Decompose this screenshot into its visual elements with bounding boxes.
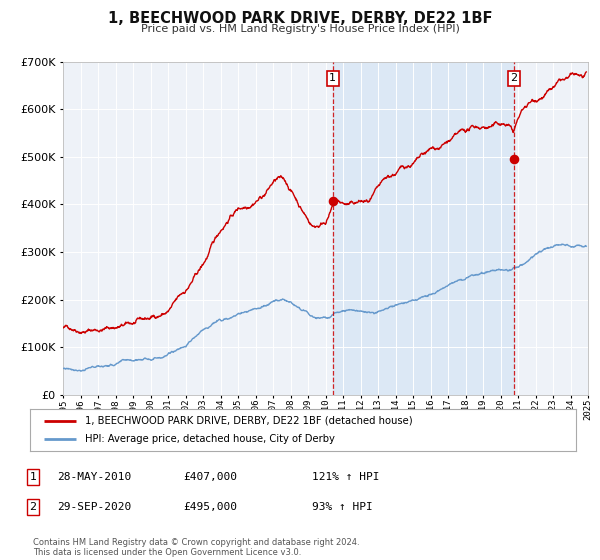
Text: 93% ↑ HPI: 93% ↑ HPI bbox=[312, 502, 373, 512]
Text: 2: 2 bbox=[29, 502, 37, 512]
Text: 1: 1 bbox=[329, 73, 336, 83]
Text: 29-SEP-2020: 29-SEP-2020 bbox=[57, 502, 131, 512]
Text: 28-MAY-2010: 28-MAY-2010 bbox=[57, 472, 131, 482]
Text: 1: 1 bbox=[29, 472, 37, 482]
Point bbox=[509, 155, 518, 164]
Text: 121% ↑ HPI: 121% ↑ HPI bbox=[312, 472, 380, 482]
Text: HPI: Average price, detached house, City of Derby: HPI: Average price, detached house, City… bbox=[85, 434, 334, 444]
Text: Contains HM Land Registry data © Crown copyright and database right 2024.
This d: Contains HM Land Registry data © Crown c… bbox=[33, 538, 359, 557]
Point bbox=[328, 197, 337, 206]
Text: £495,000: £495,000 bbox=[183, 502, 237, 512]
Text: Price paid vs. HM Land Registry's House Price Index (HPI): Price paid vs. HM Land Registry's House … bbox=[140, 24, 460, 34]
Text: 1, BEECHWOOD PARK DRIVE, DERBY, DE22 1BF (detached house): 1, BEECHWOOD PARK DRIVE, DERBY, DE22 1BF… bbox=[85, 416, 412, 426]
Text: 1, BEECHWOOD PARK DRIVE, DERBY, DE22 1BF: 1, BEECHWOOD PARK DRIVE, DERBY, DE22 1BF bbox=[108, 11, 492, 26]
Text: 2: 2 bbox=[510, 73, 517, 83]
Bar bbox=[332, 62, 514, 395]
Text: £407,000: £407,000 bbox=[183, 472, 237, 482]
